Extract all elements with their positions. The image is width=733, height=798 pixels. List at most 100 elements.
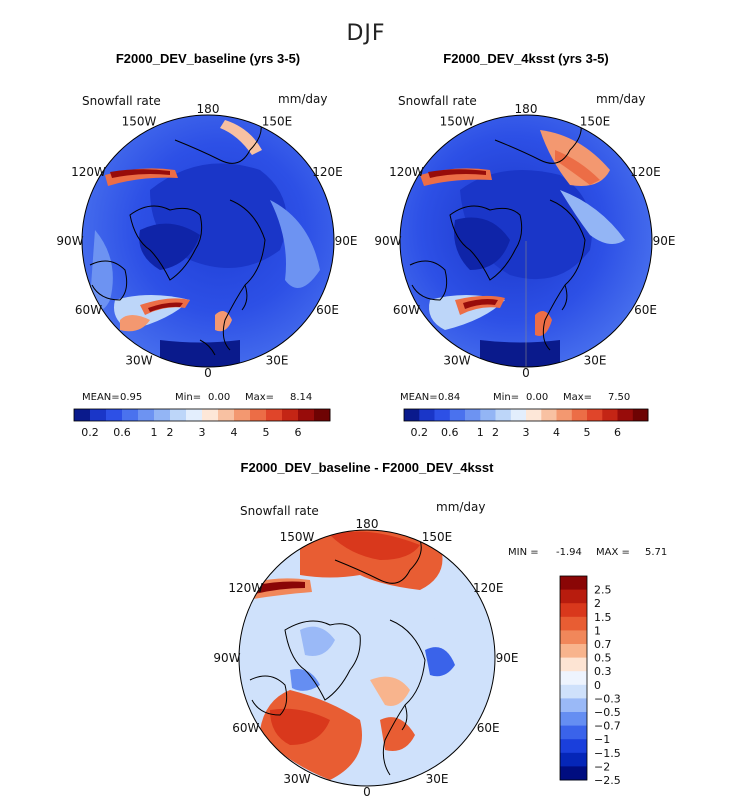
- lon-label: 90E: [335, 234, 358, 248]
- field-high-norway: [535, 311, 552, 336]
- colorbar-swatch: [138, 409, 155, 421]
- field-band-east: [270, 200, 320, 288]
- min-value: 0.00: [526, 392, 548, 403]
- lon-label: 180: [197, 102, 220, 116]
- lon-label: 60W: [75, 303, 102, 317]
- colorbar-swatch: [480, 409, 496, 421]
- map-field: [239, 530, 495, 786]
- panel-baseline: F2000_DEV_baseline (yrs 3-5) Snowfall ra…: [56, 51, 357, 439]
- lon-label: 60E: [477, 721, 500, 735]
- map-border: [399, 114, 653, 368]
- lon-label: 90E: [496, 651, 519, 665]
- colorbar-swatch: [560, 616, 587, 631]
- colorbar-tick-label: −0.7: [594, 720, 621, 733]
- map-border: [238, 529, 496, 787]
- lon-label: 60E: [634, 303, 657, 317]
- colorbar-swatch: [419, 409, 435, 421]
- lon-label: 30E: [266, 354, 289, 368]
- field-low-south: [480, 340, 560, 367]
- colorbar-swatch: [434, 409, 451, 421]
- colorbar-swatch: [571, 409, 588, 421]
- colorbar-tick-label: 4: [553, 426, 560, 439]
- field-band-east: [560, 190, 625, 244]
- map-field: [82, 115, 334, 367]
- lon-label: 90W: [374, 234, 401, 248]
- colorbar-tick-label: 3: [523, 426, 530, 439]
- colorbar-swatch: [510, 409, 527, 421]
- lon-label: 60E: [316, 303, 339, 317]
- colorbar-swatch: [556, 409, 573, 421]
- colorbar-swatch: [526, 409, 542, 421]
- colorbar-swatch: [266, 409, 283, 421]
- colorbar-swatch: [560, 576, 587, 590]
- colorbar-tick-label: 2: [167, 426, 174, 439]
- min-label: MIN =: [508, 547, 539, 558]
- colorbar-tick-label: 4: [231, 426, 238, 439]
- colorbar-tick-label: 5: [263, 426, 270, 439]
- colorbar-tick-label: 6: [295, 426, 302, 439]
- map-border: [81, 114, 335, 368]
- field-low-siberia: [425, 647, 455, 677]
- min-value: -1.94: [556, 547, 582, 558]
- colorbar-swatch: [560, 684, 587, 699]
- colorbar-tick-label: 3: [199, 426, 206, 439]
- colorbar-swatch: [560, 712, 587, 726]
- lon-label: 60W: [232, 721, 259, 735]
- field-storm-pacific-core: [252, 581, 305, 594]
- lon-label: 0: [363, 785, 371, 798]
- field-storm-atlantic-core: [148, 302, 183, 312]
- colorbar-tick-label: 0.6: [113, 426, 131, 439]
- max-label: Max=: [563, 392, 592, 403]
- map-field: [400, 115, 652, 367]
- colorbar-tick-label: 1: [151, 426, 158, 439]
- lon-label: 120E: [630, 165, 661, 179]
- colorbar-tick-label: 0.5: [594, 652, 612, 665]
- variable-label: Snowfall rate: [398, 94, 477, 108]
- colorbar: 2.521.510.70.50.30−0.3−0.5−0.7−1−1.5−2−2…: [559, 575, 621, 787]
- colorbar-swatch: [560, 630, 587, 645]
- variable-label: Snowfall rate: [82, 94, 161, 108]
- colorbar-swatch: [90, 409, 107, 421]
- units-label: mm/day: [278, 92, 328, 106]
- coastlines: [89, 119, 266, 356]
- colorbar-swatch: [186, 409, 203, 421]
- lon-label: 150W: [122, 115, 157, 129]
- lon-label: 150E: [262, 115, 293, 129]
- lon-label: 30W: [125, 354, 152, 368]
- lon-label: 0: [522, 366, 530, 380]
- colorbar-swatch: [282, 409, 299, 421]
- lon-label: 120E: [473, 581, 504, 595]
- panel-title: F2000_DEV_baseline (yrs 3-5): [116, 51, 300, 66]
- lon-label: 30W: [283, 772, 310, 786]
- colorbar-tick-label: 1: [477, 426, 484, 439]
- colorbar-tick-label: 5: [584, 426, 591, 439]
- max-label: Max=: [245, 392, 274, 403]
- colorbar-swatch: [106, 409, 123, 421]
- max-value: 8.14: [290, 392, 312, 403]
- mean-label: MEAN=: [82, 392, 120, 403]
- field-high-bering-core: [330, 531, 420, 560]
- colorbar-swatch: [449, 409, 466, 421]
- lon-label: 150W: [280, 530, 315, 544]
- field-high-bering: [220, 120, 262, 155]
- lon-label: 30E: [426, 772, 449, 786]
- colorbar-tick-label: 2: [492, 426, 499, 439]
- figure-title: DJF: [346, 21, 385, 46]
- colorbar-swatch: [495, 409, 512, 421]
- colorbar-swatch: [602, 409, 618, 421]
- colorbar-frame: [403, 408, 649, 422]
- panel-title: F2000_DEV_baseline - F2000_DEV_4ksst: [241, 460, 495, 475]
- field-low-south: [160, 340, 240, 367]
- field-high-barents: [370, 676, 410, 706]
- colorbar-swatch: [560, 589, 587, 604]
- field-storm-atlantic-core: [463, 299, 498, 309]
- lon-label: 180: [356, 517, 379, 531]
- lon-label: 120W: [228, 581, 263, 595]
- colorbar-swatch: [465, 409, 481, 421]
- coastlines: [409, 119, 586, 367]
- field-high-norway: [215, 311, 232, 332]
- colorbar: 0.2 0.6 1 2 3 4 5 6: [403, 408, 649, 439]
- field-low-canada: [300, 626, 335, 656]
- panel-4ksst: F2000_DEV_4ksst (yrs 3-5) Snowfall rate …: [374, 51, 675, 439]
